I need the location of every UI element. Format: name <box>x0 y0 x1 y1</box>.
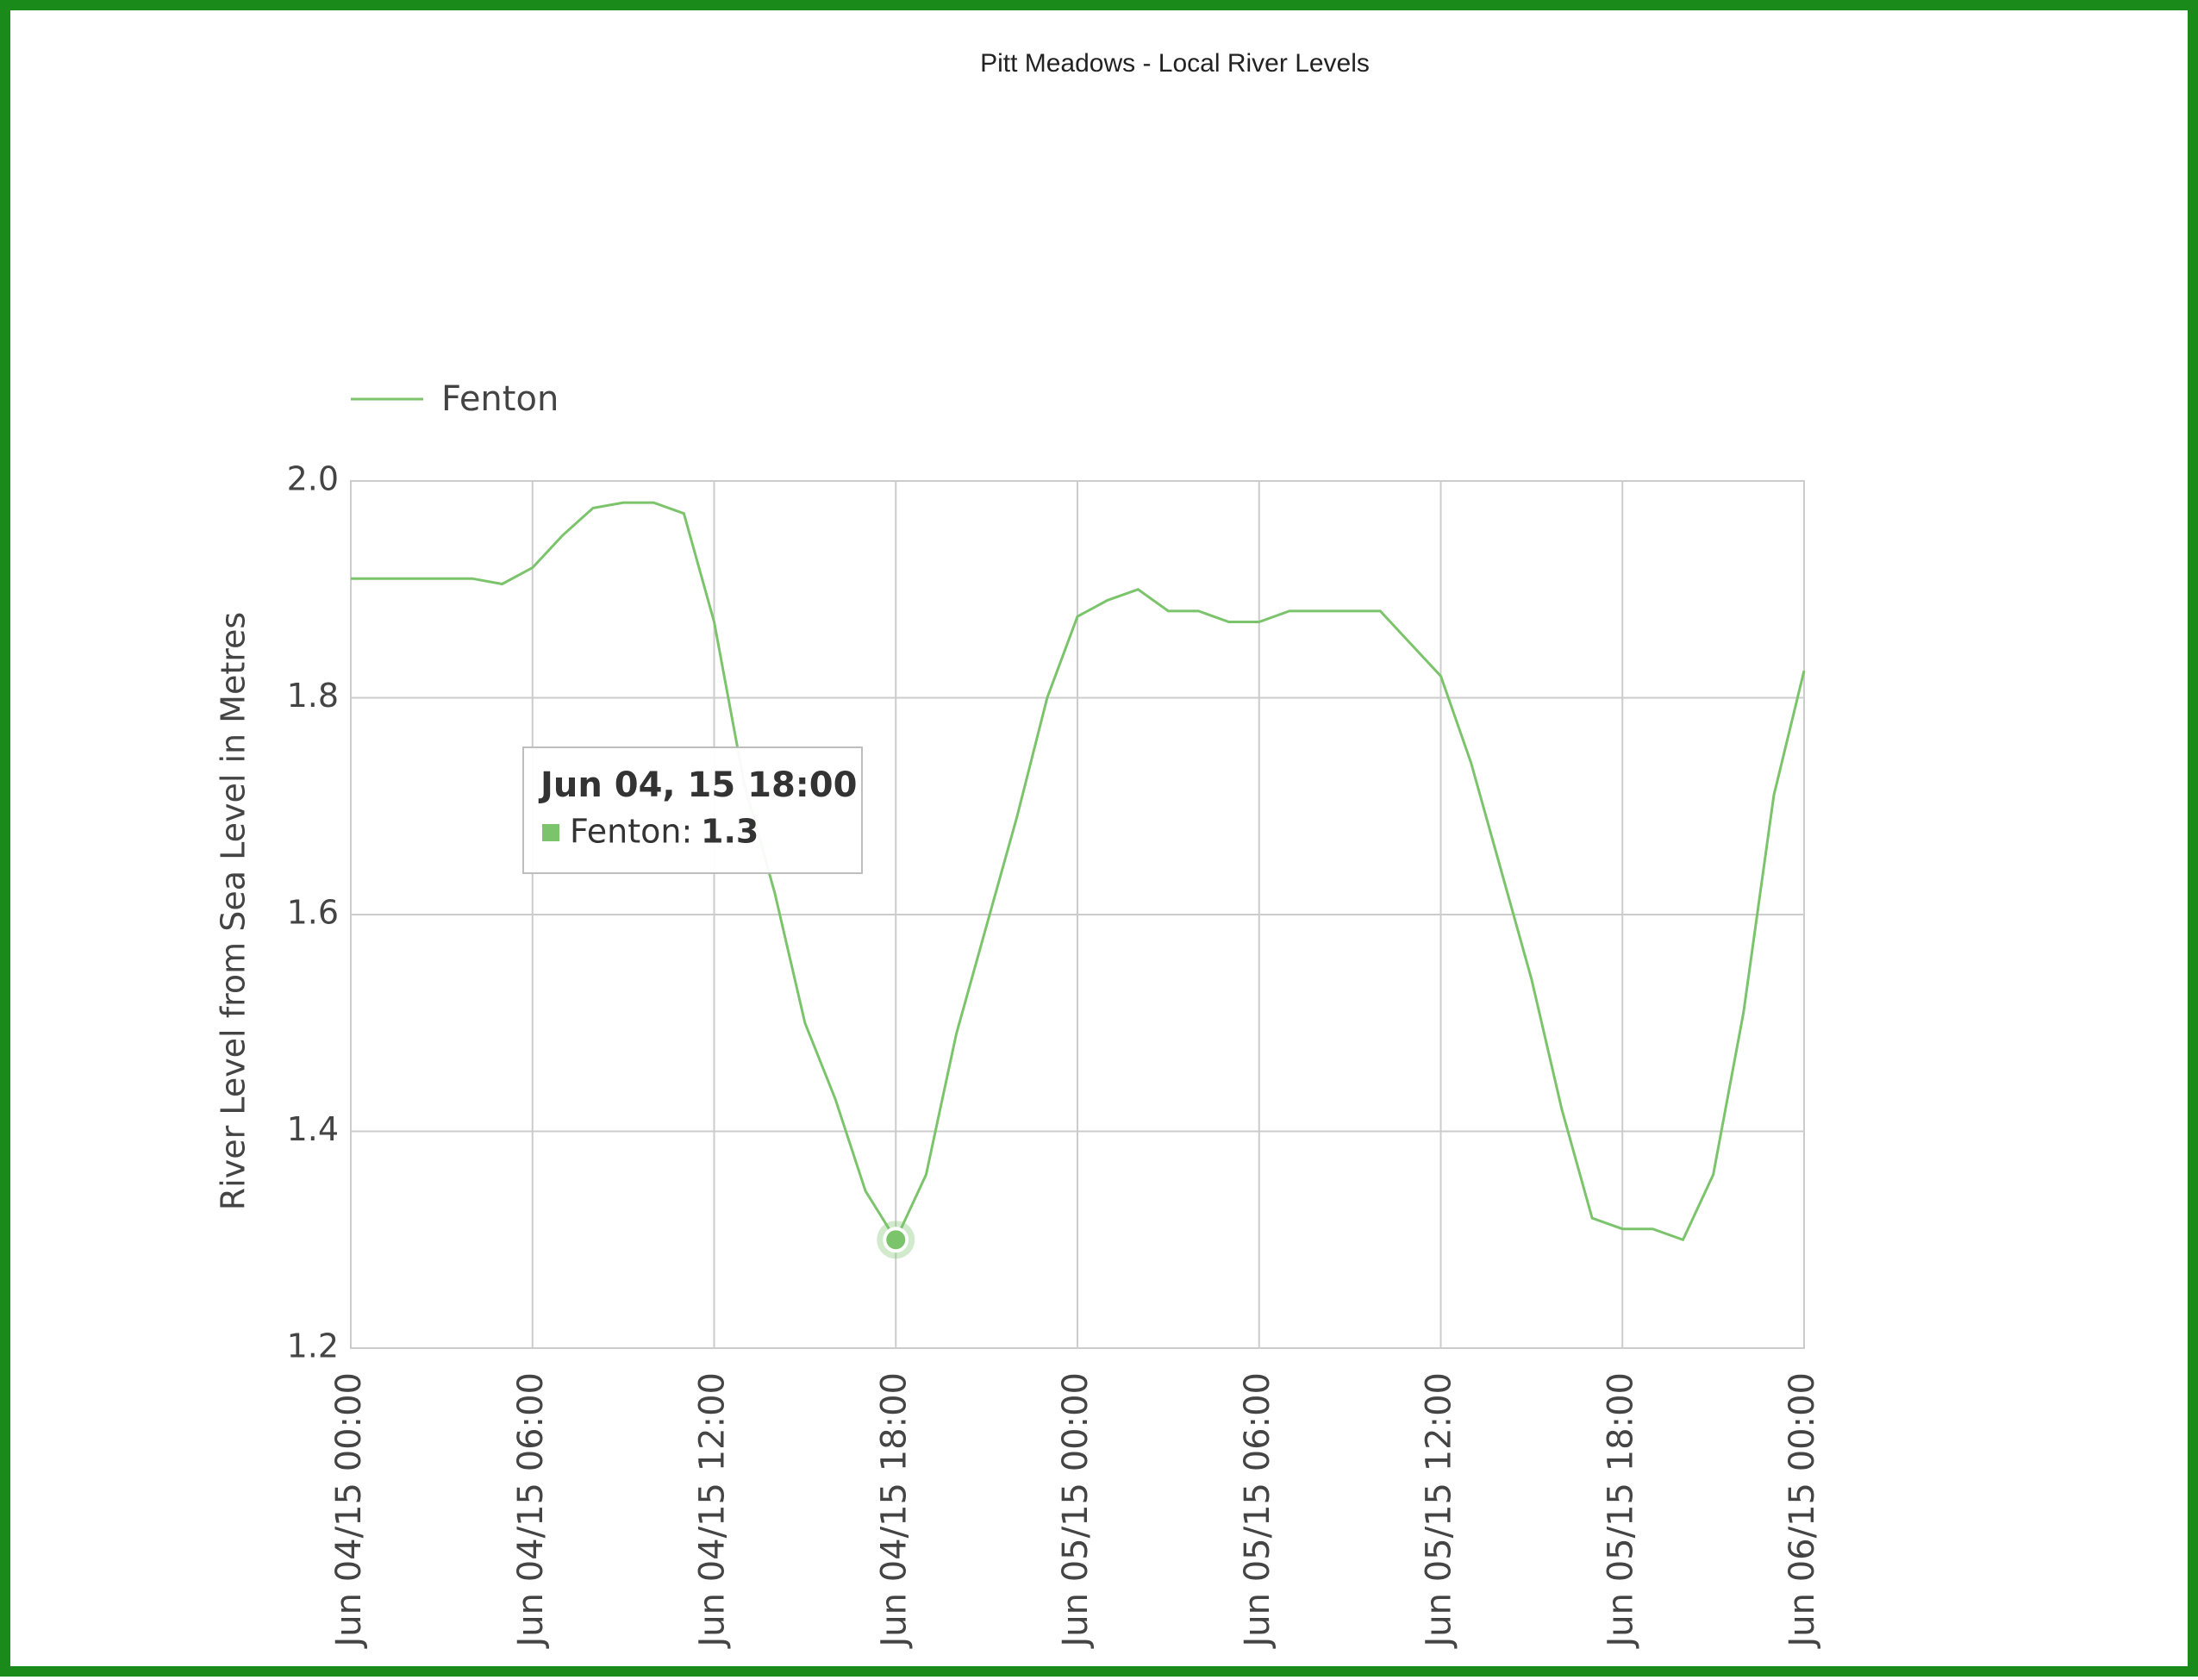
data-line <box>351 501 1806 1243</box>
tooltip-title: Jun 04, 15 18:00 <box>538 765 857 805</box>
tooltip-swatch <box>542 824 559 841</box>
legend-label: Fenton <box>441 379 559 419</box>
x-tick-label: Jun 04/15 12:00 <box>693 1372 733 1649</box>
y-tick-label: 2.0 <box>287 460 339 498</box>
x-tick-label: Jun 05/15 00:00 <box>1056 1372 1096 1649</box>
chart-title: Pitt Meadows - Local River Levels <box>980 49 1370 78</box>
y-tick-label: 1.6 <box>287 894 339 932</box>
x-tick-label: Jun 05/15 12:00 <box>1420 1372 1459 1649</box>
y-tick-label: 1.4 <box>287 1110 339 1148</box>
tooltip-box <box>522 746 863 874</box>
y-axis-label: River Level from Sea Level in Metres <box>215 612 253 1210</box>
x-tick-label: Jun 05/15 18:00 <box>1601 1372 1640 1649</box>
x-tick-label: Jun 04/15 18:00 <box>874 1372 914 1649</box>
y-tick-label: 1.8 <box>287 677 339 715</box>
x-tick-label: Jun 04/15 06:00 <box>511 1372 551 1649</box>
tooltip-label: Fenton: <box>570 813 692 851</box>
tooltip-value: 1.3 <box>701 813 759 851</box>
x-tick-label: Jun 05/15 06:00 <box>1238 1372 1277 1649</box>
hover-point <box>883 1227 909 1253</box>
y-tick-label: 1.2 <box>287 1327 339 1365</box>
x-tick-label: Jun 06/15 00:00 <box>1783 1372 1822 1649</box>
x-tick-label: Jun 04/15 00:00 <box>329 1372 369 1649</box>
